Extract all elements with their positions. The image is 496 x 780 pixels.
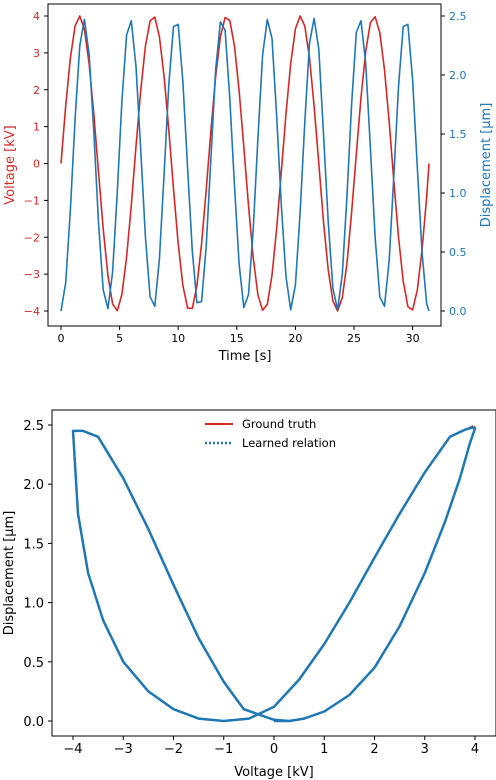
top-right-tick-label: 2.5 [449, 10, 467, 23]
bottom-y-tick-label: 2.0 [23, 478, 44, 493]
top-left-tick-label: −4 [24, 305, 40, 318]
top-left-y-axis-label: Voltage [kV] [3, 125, 18, 204]
top-right-tick-label: 1.0 [449, 187, 467, 200]
top-right-tick-label: 1.5 [449, 128, 467, 141]
top-series-voltage-line [60, 15, 430, 312]
top-left-tick-label: 1 [33, 121, 40, 134]
top-right-tick-label: 0.5 [449, 246, 467, 259]
top-right-tick-label: 2.0 [449, 69, 467, 82]
bottom-y-tick-label: 2.5 [23, 419, 44, 434]
bottom-series-layer [71, 425, 477, 723]
top-right-tick-label: 0.0 [449, 305, 467, 318]
bottom-x-tick-label: 0 [270, 742, 278, 757]
bottom-x-tick-label: −1 [214, 742, 233, 757]
top-x-tick-label: 5 [116, 332, 123, 345]
bottom-y-axis-label: Displacement [μm] [2, 511, 17, 636]
top-right-y-axis-label: Displacement [μm] [479, 103, 494, 228]
top-left-tick-label: 0 [33, 158, 40, 171]
bottom-x-tick-label: −4 [63, 742, 82, 757]
bottom-y-tick-label: 0.5 [23, 656, 44, 671]
bottom-x-tick-label: −2 [164, 742, 183, 757]
bottom-x-axis-ticks: −4 −3 −2 −1 0 1 2 3 4 [63, 736, 479, 757]
bottom-x-tick-label: 2 [370, 742, 378, 757]
legend: Ground truth Learned relation [205, 417, 336, 450]
top-left-tick-label: 4 [33, 10, 40, 23]
bottom-x-tick-label: 1 [320, 742, 328, 757]
learned-relation-line [71, 426, 477, 723]
bottom-x-tick-label: 3 [421, 742, 429, 757]
bottom-y-tick-label: 1.0 [23, 597, 44, 612]
top-right-axis-ticks: 2.5 2.0 1.5 1.0 0.5 0.0 [441, 10, 467, 318]
top-series-layer [60, 15, 430, 312]
legend-learned-relation-label: Learned relation [242, 436, 336, 450]
top-left-tick-label: −1 [24, 194, 40, 207]
top-x-axis-ticks: 0 5 10 15 20 25 30 [58, 326, 420, 345]
bottom-y-axis-ticks: 0.0 0.5 1.0 1.5 2.0 2.5 [23, 419, 52, 730]
hysteresis-chart: −4 −3 −2 −1 0 1 2 3 4 0.0 0.5 1.0 1.5 2.0 2.5 Voltage… [2, 409, 496, 780]
top-left-axis-ticks: 4 3 2 1 0 −1 −2 −3 −4 [24, 10, 48, 318]
top-x-tick-label: 25 [347, 332, 361, 345]
top-left-tick-label: 2 [33, 84, 40, 97]
top-left-tick-label: 3 [33, 47, 40, 60]
top-x-tick-label: 20 [288, 332, 302, 345]
top-x-tick-label: 10 [171, 332, 185, 345]
bottom-x-axis-label: Voltage [kV] [234, 765, 313, 780]
bottom-plot-frame [51, 409, 496, 737]
top-left-tick-label: −3 [24, 268, 40, 281]
top-plot-frame [47, 3, 442, 327]
top-x-tick-label: 15 [230, 332, 244, 345]
bottom-x-tick-label: −3 [114, 742, 133, 757]
top-series-displacement-line [60, 17, 430, 312]
top-left-tick-label: −2 [24, 231, 40, 244]
legend-ground-truth-label: Ground truth [242, 417, 316, 431]
top-x-tick-label: 0 [58, 332, 65, 345]
ground-truth-line [72, 425, 476, 722]
bottom-y-tick-label: 0.0 [23, 715, 44, 730]
top-x-tick-label: 30 [406, 332, 420, 345]
bottom-y-tick-label: 1.5 [23, 537, 44, 552]
top-x-axis-label: Time [s] [218, 349, 272, 364]
bottom-x-tick-label: 4 [471, 742, 479, 757]
